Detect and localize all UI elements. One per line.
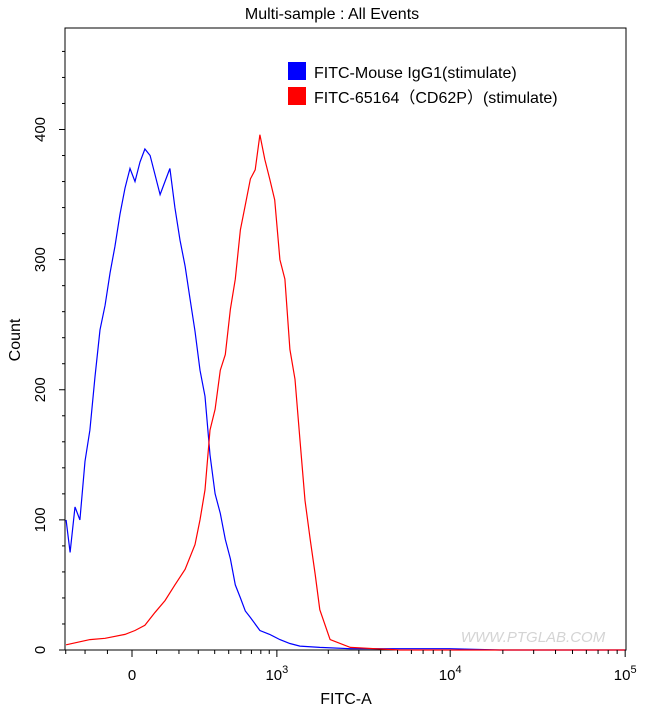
x-tick-label: 103 — [265, 664, 288, 684]
x-tick-label: 0 — [128, 667, 136, 684]
x-tick-exponent: 3 — [282, 664, 288, 676]
axes-layer: 0 100 200 300 400 0 103 104 105 — [32, 50, 637, 684]
y-axis-label: Count — [7, 318, 24, 361]
y-tick-label: 200 — [32, 377, 49, 402]
legend-swatch-igg1 — [288, 62, 306, 80]
x-tick-exponent: 5 — [630, 664, 636, 676]
y-tick-label: 0 — [32, 646, 49, 654]
chart-title: Multi-sample : All Events — [245, 6, 419, 23]
legend-label-igg1: FITC-Mouse IgG1(stimulate) — [314, 65, 517, 82]
series-line-0 — [65, 147, 626, 651]
series-layer — [65, 134, 626, 651]
legend-label-cd62p: FITC-65164（CD62P）(stimulate) — [314, 89, 558, 107]
plot-frame — [64, 27, 627, 651]
x-tick-exponent: 4 — [455, 664, 461, 676]
x-axis-label: FITC-A — [320, 691, 372, 708]
x-tick-label: 105 — [614, 664, 637, 684]
y-tick-label: 100 — [32, 507, 49, 532]
y-tick-label: 400 — [32, 117, 49, 142]
legend-swatch-cd62p — [288, 87, 306, 105]
legend: FITC-Mouse IgG1(stimulate) FITC-65164（CD… — [288, 62, 558, 107]
watermark: WWW.PTGLAB.COM — [461, 629, 606, 646]
y-tick-label: 300 — [32, 247, 49, 272]
series-line-1 — [65, 134, 626, 651]
x-tick-label: 104 — [439, 664, 462, 684]
